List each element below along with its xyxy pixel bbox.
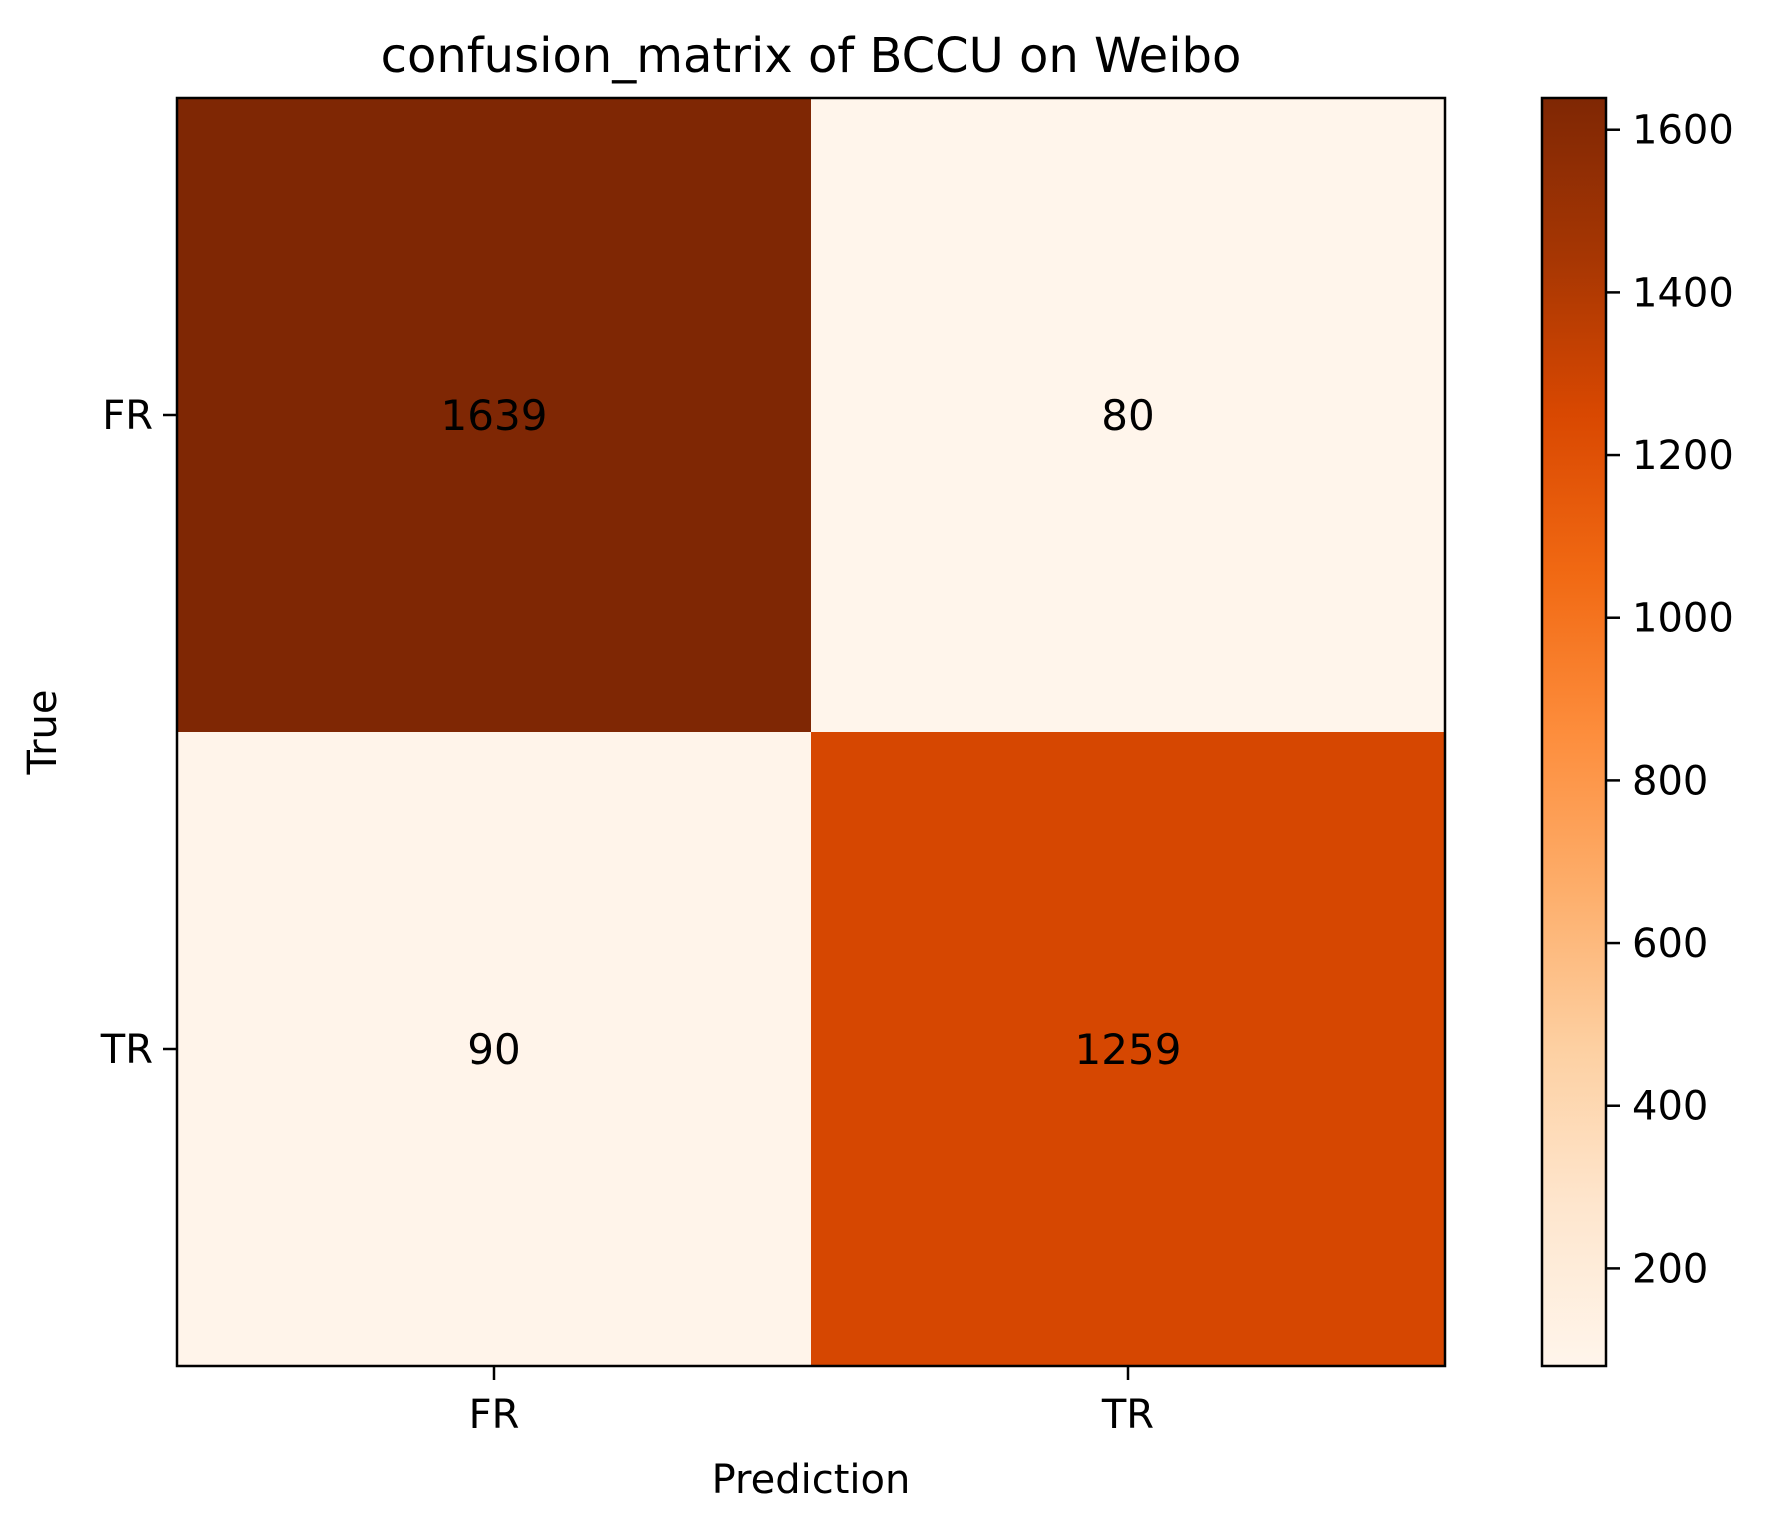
chart-title: confusion_matrix of BCCU on Weibo bbox=[381, 28, 1242, 84]
colorbar-frame bbox=[1540, 96, 1608, 1368]
heatmap-cell bbox=[811, 98, 1445, 732]
y-tick-label: TR bbox=[100, 1027, 153, 1073]
plot-frame bbox=[175, 96, 1447, 1368]
cell-value-label: 1639 bbox=[441, 391, 548, 440]
x-axis-label: Prediction bbox=[712, 1457, 911, 1503]
heatmap-cell bbox=[177, 98, 811, 732]
heatmap-cells bbox=[177, 98, 1445, 1366]
colorbar-tick-label: 800 bbox=[1632, 758, 1708, 804]
x-tick-label: FR bbox=[469, 1392, 520, 1438]
colorbar bbox=[1542, 98, 1606, 1366]
colorbar-tick-label: 400 bbox=[1632, 1084, 1708, 1130]
cell-value-label: 1259 bbox=[1075, 1025, 1182, 1074]
y-axis-label: True bbox=[20, 690, 66, 776]
colorbar-tick-label: 600 bbox=[1632, 921, 1708, 967]
colorbar-tick-label: 200 bbox=[1632, 1246, 1708, 1292]
cell-value-label: 90 bbox=[467, 1025, 520, 1074]
y-axis-ticks: FR TR bbox=[100, 393, 177, 1073]
colorbar-tick-label: 1400 bbox=[1632, 270, 1734, 316]
colorbar-tick-label: 1600 bbox=[1632, 108, 1734, 154]
x-tick-label: TR bbox=[1101, 1392, 1154, 1438]
heatmap-cell bbox=[177, 732, 811, 1366]
cell-value-label: 80 bbox=[1101, 391, 1154, 440]
x-axis-ticks: FR TR bbox=[469, 1366, 1154, 1438]
colorbar-ticks: 200 400 600 800 1000 1200 1400 1600 bbox=[1606, 108, 1734, 1292]
heatmap-cell-labels: 1639 80 90 1259 bbox=[441, 391, 1182, 1074]
colorbar-tick-label: 1000 bbox=[1632, 596, 1734, 642]
y-tick-label: FR bbox=[102, 393, 153, 439]
colorbar-tick-label: 1200 bbox=[1632, 433, 1734, 479]
heatmap-cell bbox=[811, 732, 1445, 1366]
